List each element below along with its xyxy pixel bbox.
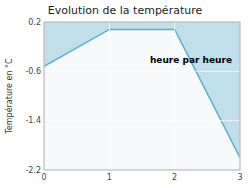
plot-background <box>44 22 240 170</box>
annotation: heure par heure <box>150 55 232 65</box>
line <box>44 29 240 157</box>
area <box>44 22 240 158</box>
y-tick-label: -1.4 <box>25 116 41 125</box>
plot-frame <box>44 22 240 170</box>
x-tick-label: 0 <box>41 173 46 182</box>
x-grid-line <box>109 22 110 170</box>
y-axis-label: Température en °C <box>4 58 14 135</box>
y-tick-label: -2.2 <box>25 166 41 175</box>
y-grid-line <box>44 120 240 121</box>
y-grid-line <box>44 71 240 72</box>
x-tick-label: 2 <box>172 173 177 182</box>
y-tick-label: -0.6 <box>25 67 41 76</box>
y-tick-label: 0.2 <box>28 18 41 27</box>
title: Evolution de la température <box>48 4 203 17</box>
ticks: 0.2 -0.6 -1.4 -2.20 1 2 3 <box>25 18 242 183</box>
x-grid-line <box>174 22 175 170</box>
plot-area <box>44 22 240 158</box>
x-tick-label: 3 <box>237 173 242 182</box>
x-tick-label: 1 <box>107 173 112 182</box>
chart: 0.2 -0.6 -1.4 -2.20 1 2 3 heure par heure Evolut… <box>0 0 250 188</box>
chart-container: 0.2 -0.6 -1.4 -2.20 1 2 3 heure par heure Evolut… <box>0 0 250 188</box>
grid <box>44 22 240 170</box>
